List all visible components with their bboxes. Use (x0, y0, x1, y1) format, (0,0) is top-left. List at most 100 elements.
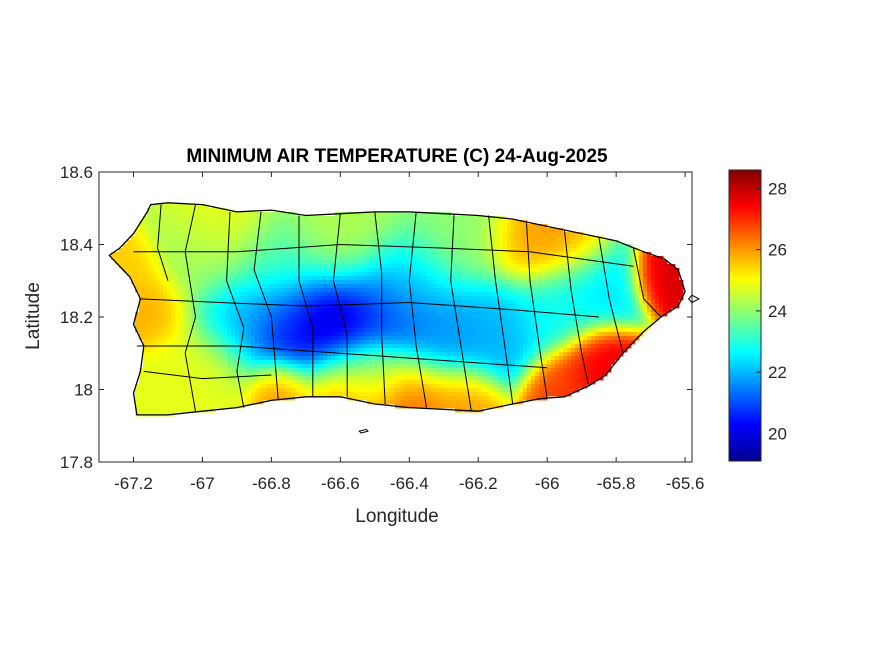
heatmap-cell (347, 356, 352, 361)
heatmap-cell (295, 256, 300, 261)
heatmap-cell (223, 256, 228, 261)
heatmap-cell (203, 408, 208, 413)
heatmap-cell (483, 284, 488, 289)
heatmap-cell (259, 304, 264, 309)
heatmap-cell (291, 368, 296, 373)
heatmap-cell (343, 352, 348, 357)
heatmap-cell (163, 400, 168, 405)
heatmap-cell (255, 328, 260, 333)
heatmap-cell (419, 380, 424, 385)
heatmap-cell (543, 364, 548, 369)
heatmap-cell (159, 360, 164, 365)
heatmap-cell (339, 380, 344, 385)
heatmap-cell (207, 368, 212, 373)
heatmap-cell (319, 256, 324, 261)
heatmap-cell (411, 284, 416, 289)
heatmap-cell (371, 280, 376, 285)
heatmap-cell (151, 376, 156, 381)
heatmap-cell (307, 324, 312, 329)
heatmap-cell (403, 260, 408, 265)
heatmap-cell (203, 388, 208, 393)
heatmap-cell (199, 332, 204, 337)
heatmap-cell (155, 264, 160, 269)
heatmap-cell (211, 288, 216, 293)
heatmap-cell (479, 384, 484, 389)
heatmap-cell (367, 232, 372, 237)
heatmap-cell (211, 292, 216, 297)
heatmap-cell (475, 248, 480, 253)
heatmap-cell (323, 388, 328, 393)
heatmap-cell (479, 348, 484, 353)
heatmap-cell (343, 244, 348, 249)
heatmap-cell (347, 212, 352, 217)
heatmap-cell (411, 368, 416, 373)
heatmap-cell (375, 320, 380, 325)
heatmap-cell (267, 236, 272, 241)
heatmap-cell (319, 348, 324, 353)
heatmap-cell (175, 268, 180, 273)
heatmap-cell (167, 332, 172, 337)
heatmap-cell (519, 316, 524, 321)
heatmap-cell (479, 396, 484, 401)
heatmap-cell (255, 304, 260, 309)
heatmap-cell (459, 316, 464, 321)
heatmap-cell (347, 308, 352, 313)
heatmap-cell (135, 396, 140, 401)
heatmap-cell (295, 328, 300, 333)
heatmap-cell (243, 360, 248, 365)
heatmap-cell (503, 272, 508, 277)
heatmap-cell (235, 392, 240, 397)
heatmap-cell (535, 352, 540, 357)
heatmap-cell (283, 324, 288, 329)
heatmap-cell (191, 404, 196, 409)
heatmap-cell (323, 296, 328, 301)
heatmap-cell (151, 284, 156, 289)
heatmap-cell (495, 260, 500, 265)
heatmap-cell (247, 276, 252, 281)
heatmap-cell (183, 260, 188, 265)
heatmap-cell (235, 232, 240, 237)
heatmap-cell (343, 228, 348, 233)
heatmap-cell (207, 400, 212, 405)
heatmap-cell (295, 268, 300, 273)
heatmap-cell (323, 332, 328, 337)
heatmap-cell (419, 256, 424, 261)
heatmap-cell (519, 272, 524, 277)
heatmap-cell (291, 304, 296, 309)
heatmap-cell (259, 316, 264, 321)
heatmap-cell (391, 260, 396, 265)
heatmap-cell (223, 352, 228, 357)
heatmap-cell (299, 360, 304, 365)
heatmap-cell (247, 224, 252, 229)
heatmap-cell (367, 264, 372, 269)
heatmap-cell (239, 400, 244, 405)
heatmap-cell (239, 236, 244, 241)
heatmap-cell (247, 348, 252, 353)
heatmap-cell (419, 220, 424, 225)
heatmap-cell (547, 228, 552, 233)
heatmap-cell (475, 280, 480, 285)
heatmap-cell (351, 284, 356, 289)
heatmap-cell (515, 344, 520, 349)
heatmap-cell (251, 308, 256, 313)
heatmap-cell (155, 216, 160, 221)
heatmap-cell (511, 336, 516, 341)
heatmap-cell (547, 236, 552, 241)
heatmap-cell (339, 252, 344, 257)
heatmap-cell (503, 352, 508, 357)
heatmap-cell (447, 240, 452, 245)
heatmap-cell (191, 244, 196, 249)
heatmap-cell (331, 280, 336, 285)
heatmap-cell (167, 208, 172, 213)
heatmap-cell (235, 384, 240, 389)
heatmap-cell (383, 316, 388, 321)
heatmap-cell (271, 280, 276, 285)
heatmap-cell (487, 356, 492, 361)
heatmap-cell (211, 384, 216, 389)
heatmap-cell (327, 264, 332, 269)
heatmap-cell (203, 316, 208, 321)
heatmap-cell (515, 304, 520, 309)
heatmap-cell (203, 228, 208, 233)
heatmap-cell (299, 300, 304, 305)
heatmap-cell (503, 372, 508, 377)
